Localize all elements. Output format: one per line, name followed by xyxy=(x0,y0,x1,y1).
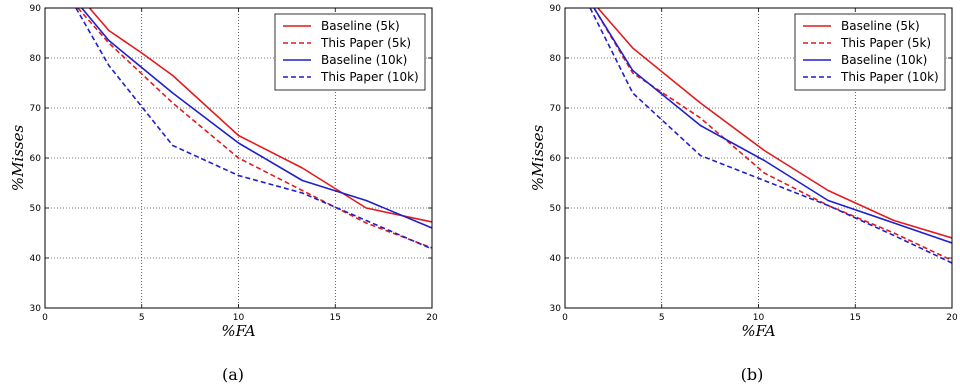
y-axis-title: %Misses xyxy=(529,125,547,192)
y-tick-label: 80 xyxy=(30,54,42,64)
legend-label-1: This Paper (5k) xyxy=(320,36,411,50)
y-tick-label: 60 xyxy=(30,154,42,164)
legend-label-3: This Paper (10k) xyxy=(840,70,939,84)
y-tick-label: 60 xyxy=(550,154,562,164)
y-tick-label: 40 xyxy=(30,254,42,264)
y-tick-label: 50 xyxy=(30,204,42,214)
y-axis-title: %Misses xyxy=(9,125,27,192)
legend: Baseline (5k) This Paper (5k) Baseline (10… xyxy=(274,13,426,91)
x-tick-label: 20 xyxy=(946,313,958,323)
y-tick-label: 50 xyxy=(550,204,562,214)
y-tick-label: 30 xyxy=(550,304,562,314)
y-tick-label: 90 xyxy=(550,4,562,14)
legend: Baseline (5k) This Paper (5k) Baseline (10… xyxy=(794,13,946,91)
series-line-0 xyxy=(597,8,952,239)
x-tick-label: 0 xyxy=(42,313,48,323)
x-tick-label: 10 xyxy=(753,313,765,323)
x-tick-label: 0 xyxy=(562,313,568,323)
y-tick-label: 90 xyxy=(30,4,42,14)
x-axis-title: %FA xyxy=(741,322,775,340)
legend-label-2: Baseline (10k) xyxy=(321,53,407,67)
y-tick-label: 80 xyxy=(550,54,562,64)
series-line-2 xyxy=(81,8,432,229)
x-tick-label: 5 xyxy=(659,313,665,323)
series-line-3 xyxy=(589,8,952,264)
legend-label-0: Baseline (5k) xyxy=(321,19,400,33)
y-tick-label: 30 xyxy=(30,304,42,314)
series-line-2 xyxy=(593,8,952,244)
x-tick-label: 20 xyxy=(426,313,438,323)
y-tick-label: 70 xyxy=(550,104,562,114)
x-tick-label: 15 xyxy=(850,313,861,323)
x-axis-title: %FA xyxy=(221,322,255,340)
legend-label-0: Baseline (5k) xyxy=(841,19,920,33)
x-tick-label: 15 xyxy=(330,313,341,323)
series-line-0 xyxy=(88,8,432,223)
series-line-3 xyxy=(75,8,432,250)
x-tick-label: 10 xyxy=(233,313,245,323)
legend-label-3: This Paper (10k) xyxy=(320,70,419,84)
legend-label-2: Baseline (10k) xyxy=(841,53,927,67)
series-line-1 xyxy=(593,8,952,262)
chart-panel-1: 0 5 10 15 20 30 40 50 60 70 80 90 %FA %Misses Baseline… xyxy=(529,4,958,384)
y-tick-label: 70 xyxy=(30,104,42,114)
legend-label-1: This Paper (5k) xyxy=(840,36,931,50)
series-line-1 xyxy=(77,8,432,249)
x-tick-label: 5 xyxy=(139,313,145,323)
panel-caption: (b) xyxy=(741,365,764,384)
y-tick-label: 40 xyxy=(550,254,562,264)
chart-panel-0: 0 5 10 15 20 30 40 50 60 70 80 90 %FA %Misses Baseline… xyxy=(9,4,438,384)
panel-caption: (a) xyxy=(222,365,244,384)
